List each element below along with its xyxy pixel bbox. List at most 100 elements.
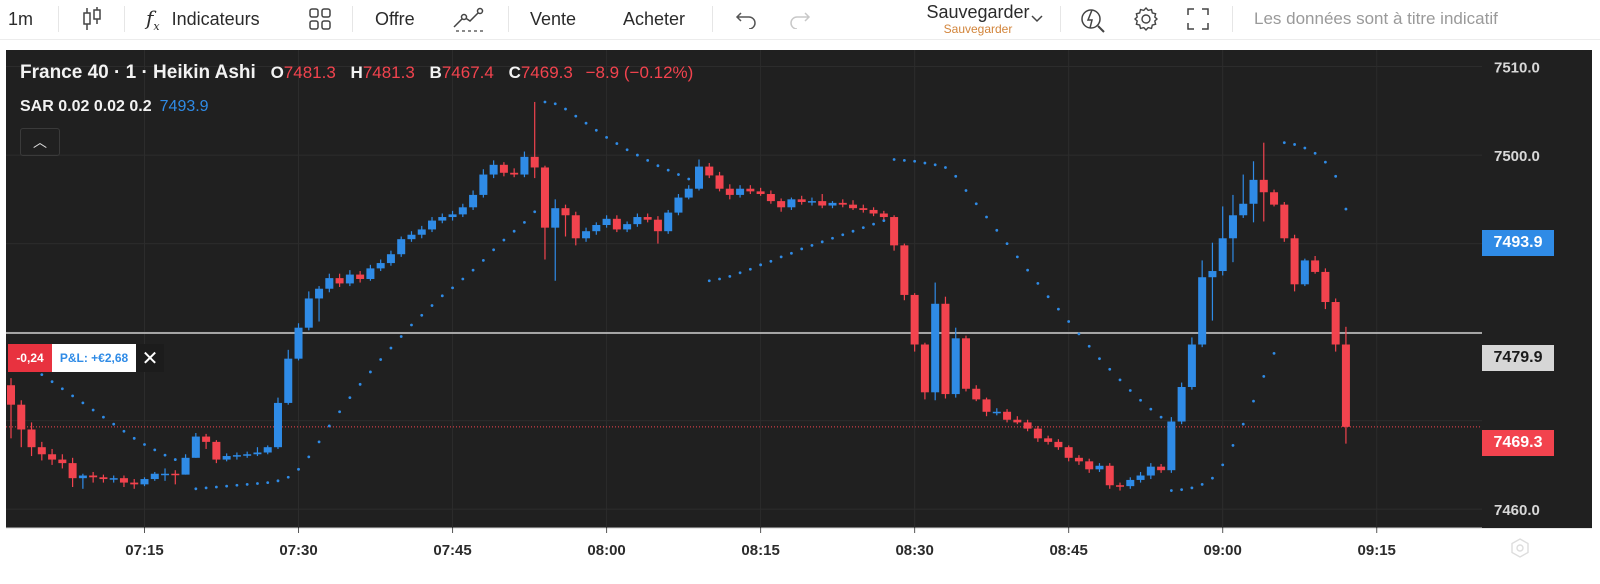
sar-dot xyxy=(71,394,75,398)
price-tick-label: 7460.0 xyxy=(1494,502,1540,519)
sar-dot xyxy=(420,313,424,317)
sar-dot xyxy=(235,483,239,487)
sar-dot xyxy=(564,107,567,111)
candle-body-bear xyxy=(1157,466,1166,471)
sar-dot xyxy=(276,479,280,483)
toolbar-divider xyxy=(352,6,353,32)
candle-body-bull xyxy=(828,202,837,206)
save-button[interactable]: Sauvegarder Sauvegarder xyxy=(918,2,1038,36)
time-tick-label: 07:15 xyxy=(125,542,163,559)
candle-body-bear xyxy=(766,194,775,202)
sar-dot xyxy=(584,121,588,125)
candle-body-bull xyxy=(664,212,673,232)
candle-body-bear xyxy=(1003,411,1012,420)
grid-icon[interactable] xyxy=(308,0,332,38)
chart-plot-area[interactable]: 7460.07490.07500.07510.007:1507:3007:450… xyxy=(6,50,1592,578)
candle-body-bull xyxy=(1136,475,1145,480)
sar-dot xyxy=(1262,374,1266,378)
candle-body-bull xyxy=(1146,466,1155,476)
sell-button[interactable]: Vente xyxy=(530,8,577,29)
gear-icon[interactable] xyxy=(1132,0,1160,38)
candlestick-icon[interactable] xyxy=(80,0,104,38)
sar-dot xyxy=(944,166,947,169)
candle-body-bear xyxy=(777,201,786,208)
sar-dot xyxy=(1200,482,1204,486)
time-tick-label: 08:15 xyxy=(741,542,779,559)
price-chart[interactable]: 7460.07490.07500.07510.007:1507:3007:450… xyxy=(6,50,1592,578)
candle-body-bear xyxy=(58,459,67,464)
sar-dot xyxy=(1057,307,1060,311)
sar-dot xyxy=(1015,255,1019,259)
disclaimer-text: Les données sont à titre indicatif xyxy=(1254,9,1498,28)
candle-body-bear xyxy=(818,201,827,206)
instrument-title: France 40 · 1 · Heikin Ashi xyxy=(20,62,256,83)
pnl-label[interactable]: P&L: +€2,68 xyxy=(52,344,136,372)
candle-body-bull xyxy=(787,199,796,208)
collapse-legend-button[interactable]: ︿ xyxy=(20,128,60,156)
sar-dot xyxy=(122,429,126,433)
change-value: −8.9 (−0.12%) xyxy=(585,63,694,82)
candle-body-bull xyxy=(807,201,816,203)
sar-dot xyxy=(1108,367,1112,371)
candle-body-bull xyxy=(376,263,385,269)
candle-body-bull xyxy=(263,447,272,453)
sar-dot xyxy=(112,422,116,426)
candle-body-bear xyxy=(715,175,724,189)
sar-dot xyxy=(728,274,732,278)
candle-body-bear xyxy=(705,166,714,176)
sar-price-tag: 7493.9 xyxy=(1482,230,1554,256)
sar-dot xyxy=(995,228,999,232)
offer-button[interactable]: Offre xyxy=(375,8,415,29)
close-position-button[interactable]: ✕ xyxy=(136,344,164,372)
high-value: 7481.3 xyxy=(362,63,415,82)
candle-body-bull xyxy=(109,478,118,480)
candle-body-bull xyxy=(325,278,334,289)
indicators-button[interactable]: fx Indicateurs xyxy=(146,0,260,38)
candle-body-bull xyxy=(284,358,293,403)
sar-dot xyxy=(964,189,968,192)
sar-dot xyxy=(1128,389,1132,392)
candle-body-bull xyxy=(1167,421,1176,471)
sar-dot xyxy=(1026,268,1029,272)
candle-body-bear xyxy=(746,188,755,192)
sar-dot xyxy=(902,158,906,162)
price-tick-label: 7510.0 xyxy=(1494,60,1540,77)
sar-dot xyxy=(1211,476,1214,480)
time-tick-label: 08:45 xyxy=(1049,542,1087,559)
candle-body-bear xyxy=(561,208,570,216)
position-quantity-tag[interactable]: -0,24 xyxy=(8,344,52,372)
drawing-icon[interactable] xyxy=(452,0,488,38)
sar-dot xyxy=(286,475,290,479)
fullscreen-icon[interactable] xyxy=(1186,0,1210,38)
candle-body-bull xyxy=(273,402,282,448)
quick-analysis-icon[interactable] xyxy=(1080,0,1106,38)
timeframe-button[interactable]: 1m xyxy=(8,8,34,29)
sar-dot xyxy=(841,233,845,237)
candle-body-bull xyxy=(684,188,693,198)
chevron-down-icon[interactable] xyxy=(1030,0,1044,38)
sar-dot xyxy=(1231,444,1235,447)
sar-dot xyxy=(913,159,917,163)
candle-body-bull xyxy=(253,452,262,455)
candle-body-bear xyxy=(612,218,621,230)
undo-icon[interactable] xyxy=(734,0,758,38)
buy-button[interactable]: Acheter xyxy=(623,8,686,29)
sar-dot xyxy=(1169,489,1173,492)
sar-dot xyxy=(512,229,516,233)
candle-body-bear xyxy=(838,202,847,205)
candle-body-bear xyxy=(1074,457,1083,462)
sar-dot xyxy=(1221,463,1225,467)
sar-dot xyxy=(348,396,352,400)
candle-body-bull xyxy=(417,229,426,235)
axis-settings-button[interactable] xyxy=(1506,534,1534,562)
candle-body-bull xyxy=(191,436,200,458)
candle-body-bull xyxy=(479,174,488,195)
sar-value: 7493.9 xyxy=(159,98,209,115)
candle-body-bull xyxy=(633,217,642,225)
redo-icon[interactable] xyxy=(788,0,812,38)
candle-body-bear xyxy=(900,245,909,295)
sar-dot xyxy=(1344,207,1348,211)
time-tick-label: 08:00 xyxy=(587,542,625,559)
sar-dot xyxy=(635,153,639,157)
position-price-tag[interactable]: 7479.9 xyxy=(1482,345,1554,371)
